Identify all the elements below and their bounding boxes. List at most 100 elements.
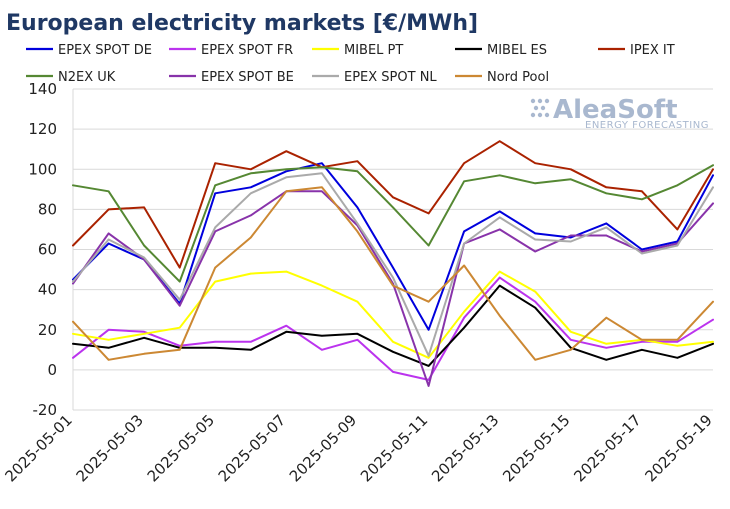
data-point — [498, 174, 501, 177]
x-tick-label: 2025-05-17 — [570, 411, 644, 485]
legend-label: EPEX SPOT FR — [201, 43, 293, 58]
data-point — [498, 270, 501, 273]
legend-label: Nord Pool — [487, 70, 549, 85]
data-point — [605, 347, 608, 349]
data-point — [356, 222, 359, 225]
data-point — [427, 385, 430, 387]
x-tick-label: 2025-05-09 — [286, 411, 360, 485]
data-point — [676, 345, 679, 347]
data-point — [427, 212, 430, 215]
data-point — [534, 238, 537, 241]
data-point — [321, 162, 323, 165]
data-point — [72, 184, 74, 187]
data-point — [605, 316, 608, 319]
data-point — [463, 316, 465, 319]
data-point — [641, 190, 643, 193]
x-tick-label: 2025-05-13 — [428, 411, 502, 485]
logo-dot — [530, 112, 536, 118]
data-point — [107, 347, 110, 349]
data-point — [641, 340, 643, 343]
data-point — [178, 266, 181, 269]
legend-item-nord-pool: Nord Pool — [455, 70, 549, 85]
data-point — [143, 336, 145, 339]
data-point — [427, 328, 430, 331]
data-point — [107, 242, 110, 245]
x-tick-label: 2025-05-05 — [144, 411, 218, 485]
series-nord-pool — [72, 186, 714, 361]
data-point — [498, 210, 501, 213]
series-epex-spot-nl — [72, 172, 714, 357]
legend-item-mibel-pt: MIBEL PT — [312, 43, 403, 58]
data-point — [178, 345, 181, 347]
data-point — [249, 349, 252, 351]
data-point — [392, 266, 394, 269]
logo-dot — [537, 112, 543, 118]
data-point — [463, 230, 465, 233]
data-point — [427, 355, 430, 357]
x-tick-label: 2025-05-11 — [357, 411, 431, 485]
data-point — [178, 326, 181, 329]
y-tick-label: 120 — [28, 120, 57, 138]
data-point — [463, 310, 465, 313]
y-tick-label: 80 — [38, 200, 57, 218]
data-point — [534, 250, 537, 253]
data-point — [107, 190, 110, 193]
data-point — [712, 202, 714, 205]
data-point — [676, 244, 679, 247]
data-point — [72, 282, 74, 285]
legend-item-n2ex-uk: N2EX UK — [26, 70, 116, 85]
legend-item-epex-spot-fr: EPEX SPOT FR — [169, 43, 293, 58]
data-point — [498, 216, 501, 219]
data-point — [605, 192, 608, 195]
data-point — [249, 272, 252, 275]
data-point — [249, 214, 252, 217]
data-point — [712, 340, 714, 343]
data-point — [285, 150, 288, 152]
data-point — [285, 270, 288, 273]
data-point — [676, 338, 679, 341]
y-tick-label: 0 — [47, 361, 57, 379]
data-point — [463, 162, 465, 165]
x-tick-label: 2025-05-07 — [215, 411, 289, 485]
legend-label: MIBEL ES — [487, 43, 547, 58]
legend-item-epex-spot-nl: EPEX SPOT NL — [312, 70, 437, 85]
series-line-n2ex-uk — [72, 164, 714, 283]
data-point — [143, 244, 145, 247]
legend-label: EPEX SPOT NL — [344, 70, 437, 85]
x-tick-label: 2025-05-19 — [641, 411, 715, 485]
data-point — [107, 338, 110, 341]
y-tick-label: 100 — [28, 160, 57, 178]
data-point — [143, 206, 145, 209]
data-point — [569, 240, 572, 243]
data-point — [605, 226, 608, 229]
data-point — [72, 357, 74, 359]
data-point — [107, 232, 110, 235]
legend-item-epex-spot-be: EPEX SPOT BE — [169, 70, 294, 85]
legend-label: EPEX SPOT BE — [201, 70, 294, 85]
legend-item-ipex-it: IPEX IT — [598, 43, 675, 58]
series-mibel-pt — [72, 270, 714, 359]
logo-dot — [544, 112, 550, 118]
data-point — [463, 264, 465, 267]
series-line-epex-spot-nl — [72, 172, 714, 357]
data-point — [569, 349, 572, 351]
data-point — [143, 332, 145, 335]
legend-label: N2EX UK — [58, 70, 116, 85]
data-point — [712, 300, 714, 303]
data-point — [72, 320, 74, 323]
data-point — [214, 340, 217, 343]
data-point — [143, 330, 145, 333]
series-line-mibel-es — [72, 284, 714, 367]
data-point — [427, 357, 430, 359]
data-point — [605, 186, 608, 189]
chart-title: European electricity markets [€/MWh] — [6, 11, 478, 36]
y-tick-label: 20 — [38, 321, 57, 339]
series-line-nord-pool — [72, 186, 714, 361]
legend-item-mibel-es: MIBEL ES — [455, 43, 547, 58]
x-tick-label: 2025-05-01 — [1, 411, 75, 485]
data-point — [178, 298, 181, 301]
logo-name: AleaSoft — [553, 95, 678, 125]
series-epex-spot-fr — [72, 276, 714, 381]
data-point — [392, 371, 394, 373]
